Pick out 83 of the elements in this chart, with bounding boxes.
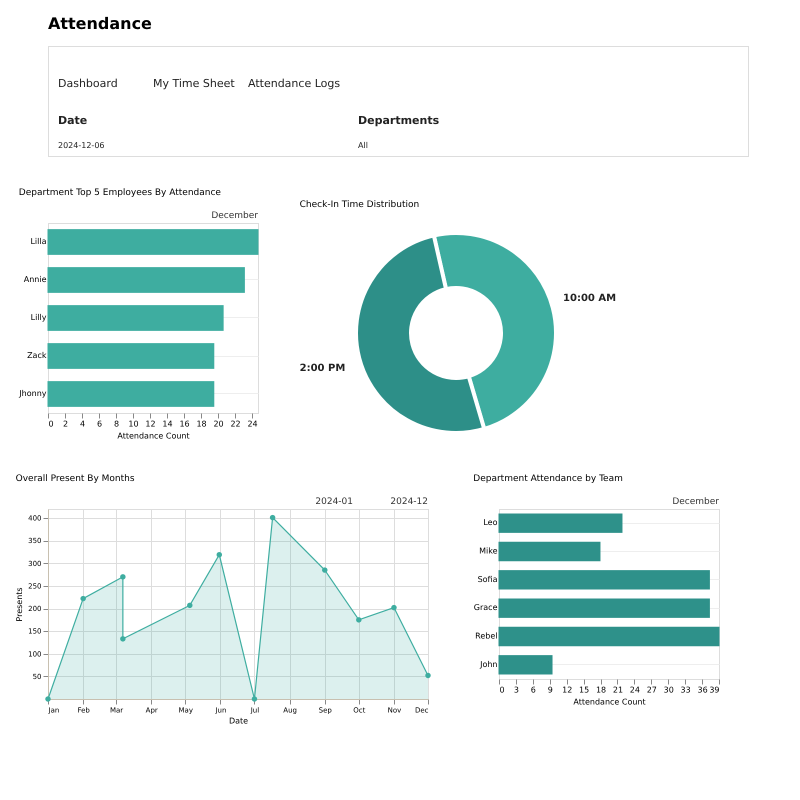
- y-tick-label: Annie: [24, 275, 47, 284]
- text: December: [211, 211, 258, 221]
- y-tick-label: Sofia: [478, 574, 498, 584]
- text: December: [672, 497, 720, 507]
- x-axis-title: Attendance Count: [117, 432, 190, 440]
- chart-title: Department Attendance by Team: [473, 474, 623, 484]
- x-tick-label: 8: [114, 420, 120, 428]
- y-tick-label: Lilla: [30, 237, 47, 246]
- y-tick-label: Jhonny: [18, 389, 47, 398]
- point: [120, 574, 126, 580]
- x-axis-title: Attendance Count: [573, 698, 646, 706]
- chart-title: Overall Present By Months: [16, 474, 135, 484]
- x-tick-label: 21: [612, 686, 624, 694]
- slice-label: 10:00 AM: [563, 293, 616, 304]
- text: 2024-12: [390, 497, 428, 507]
- point: [391, 604, 397, 610]
- x-tick-label: 12: [562, 686, 572, 694]
- text: My Time Sheet: [153, 77, 236, 90]
- x-axis-title: Date: [228, 716, 248, 726]
- point: [120, 636, 126, 642]
- x-tick-label: 6: [530, 686, 536, 694]
- point: [356, 617, 362, 623]
- point: [425, 672, 431, 678]
- x-tick-label: 39: [709, 686, 720, 694]
- x-tick-label: 4: [80, 420, 86, 428]
- bar: [48, 305, 224, 331]
- chart-title: Department Top 5 Employees By Attendance: [18, 188, 222, 198]
- text: Departments: [358, 114, 440, 127]
- text: Attendance Logs: [248, 77, 340, 90]
- chart-title: Check-In Time Distribution: [300, 200, 420, 210]
- bar: [48, 343, 214, 369]
- x-tick-label: 27: [646, 686, 657, 694]
- text: All: [358, 141, 368, 150]
- point: [216, 552, 222, 558]
- x-tick-label: 24: [247, 420, 258, 428]
- x-tick-label: 36: [697, 686, 708, 694]
- y-tick-label: Zack: [27, 351, 47, 360]
- bar: [48, 229, 258, 255]
- point: [270, 514, 276, 520]
- x-tick-label: 6: [96, 420, 102, 428]
- x-tick-label: 16: [179, 420, 190, 428]
- slice-label: 2:00 PM: [300, 362, 346, 374]
- x-tick-label: 18: [196, 420, 207, 428]
- point: [252, 696, 258, 702]
- x-tick-label: 30: [664, 686, 674, 694]
- point: [187, 602, 193, 608]
- x-tick-label: 18: [596, 686, 606, 694]
- y-axis-title: Presents: [15, 587, 24, 622]
- bar: [498, 570, 710, 590]
- x-tick-label: 0: [500, 686, 505, 694]
- x-tick-label: 9: [548, 686, 553, 694]
- text: Attendance: [48, 14, 152, 33]
- x-tick-label: 2: [62, 420, 68, 428]
- x-tick-label: 15: [579, 686, 590, 694]
- text: 2024-01: [315, 497, 353, 507]
- y-tick-label: John: [479, 660, 498, 669]
- text: Date: [58, 114, 88, 127]
- text: 2024-12-06: [58, 141, 104, 150]
- bar: [498, 626, 720, 646]
- x-tick-label: 10: [128, 420, 139, 428]
- bar: [48, 381, 214, 407]
- text: Dashboard: [58, 77, 118, 90]
- bar: [498, 513, 622, 533]
- x-tick-label: 33: [680, 686, 691, 694]
- point: [322, 567, 328, 573]
- y-tick-label: Grace: [474, 603, 498, 612]
- point: [45, 696, 51, 702]
- bar: [498, 655, 553, 675]
- x-tick-label: 22: [230, 420, 241, 428]
- y-tick-label: Mike: [479, 546, 498, 556]
- x-tick-label: 0: [48, 420, 54, 428]
- x-tick-label: 20: [213, 420, 224, 428]
- point: [80, 596, 86, 602]
- x-tick-label: 12: [145, 420, 156, 428]
- y-tick-label: Rebel: [475, 632, 498, 640]
- x-tick-label: 14: [162, 420, 173, 428]
- bar: [498, 542, 600, 562]
- bar: [498, 598, 710, 618]
- y-tick-label: Lilly: [30, 313, 47, 322]
- x-tick-label: 3: [514, 686, 519, 694]
- x-tick-label: 24: [630, 686, 640, 694]
- y-tick-label: Leo: [483, 518, 498, 528]
- bar: [48, 267, 245, 293]
